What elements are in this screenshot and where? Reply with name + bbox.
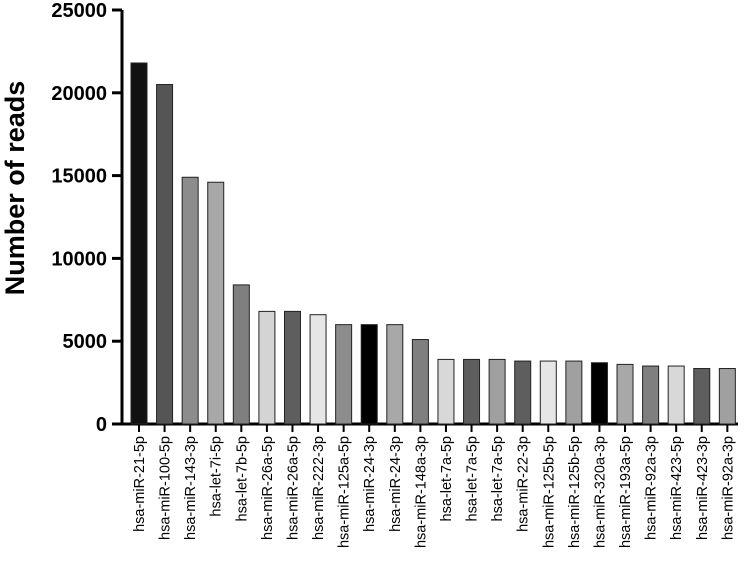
bar xyxy=(156,84,174,425)
bar xyxy=(232,284,250,425)
bar xyxy=(616,363,634,425)
bar xyxy=(565,360,583,425)
x-tick-label: hsa-let-7a-5p xyxy=(490,436,506,521)
bar xyxy=(130,62,148,425)
x-tick-label: hsa-let-7i-5p xyxy=(209,436,225,517)
x-tick-label: hsa-miR-100-5p xyxy=(158,436,174,540)
y-tick-label: 0 xyxy=(96,414,107,436)
x-tick-label: hsa-miR-143-3p xyxy=(183,436,199,540)
x-tick-label: hsa-let-7a-5p xyxy=(465,436,481,521)
y-tick-label: 25000 xyxy=(51,0,107,22)
bar xyxy=(411,339,429,425)
bar xyxy=(590,362,608,425)
x-tick-label: hsa-miR-24-3p xyxy=(388,436,404,532)
x-tick-label: hsa-miR-193a-5p xyxy=(618,436,634,548)
x-tick-label: hsa-miR-125a-5p xyxy=(337,436,353,548)
bar xyxy=(539,360,557,425)
x-tick-label: hsa-miR-22-3p xyxy=(516,436,532,532)
bar xyxy=(693,368,711,425)
x-tick-label: hsa-miR-423-5p xyxy=(669,436,685,540)
y-axis: 0 5000 10000 15000 20000 25000 xyxy=(51,0,124,436)
x-tick-label: hsa-miR-423-3p xyxy=(695,436,711,540)
bar xyxy=(514,360,532,425)
x-tick-label: hsa-miR-320a-3p xyxy=(592,436,608,548)
x-tick-labels: hsa-miR-21-5p hsa-miR-100-5p hsa-miR-143-3… xyxy=(132,436,736,548)
y-tick-label: 20000 xyxy=(51,83,107,105)
bar xyxy=(360,324,378,425)
x-tick-label: hsa-let-7b-5p xyxy=(234,436,250,521)
x-axis xyxy=(120,422,738,432)
y-tick-label: 5000 xyxy=(63,331,108,353)
x-tick-label: hsa-miR-222-3p xyxy=(311,436,327,540)
bar xyxy=(463,358,481,425)
x-tick-label: hsa-miR-26a-5p xyxy=(260,436,276,540)
y-axis-label: Number of reads xyxy=(0,81,30,296)
x-tick-label: hsa-miR-92a-3p xyxy=(644,436,660,540)
bar xyxy=(718,368,736,425)
x-tick-label: hsa-miR-148a-3p xyxy=(413,436,429,548)
x-tick-label: hsa-miR-24-3p xyxy=(362,436,378,532)
x-tick-label: hsa-miR-21-5p xyxy=(132,436,148,532)
bar xyxy=(437,358,455,425)
bar xyxy=(181,176,199,425)
bar xyxy=(642,365,660,425)
bar xyxy=(667,365,685,425)
bar xyxy=(335,324,353,425)
bar xyxy=(488,358,506,425)
bar xyxy=(309,314,327,425)
y-tick-label: 15000 xyxy=(51,166,107,188)
bar-series xyxy=(130,62,736,425)
bar xyxy=(258,310,276,425)
x-tick-label: hsa-miR-92a-3p xyxy=(720,436,736,540)
bar xyxy=(283,310,301,425)
x-tick-label: hsa-let-7a-5p xyxy=(439,436,455,521)
x-tick-label: hsa-miR-125b-5p xyxy=(567,436,583,548)
x-tick-label: hsa-miR-125b-5p xyxy=(541,436,557,548)
bar xyxy=(207,181,225,425)
bar xyxy=(386,324,404,425)
x-tick-label: hsa-miR-26a-5p xyxy=(285,436,301,540)
y-tick-label: 10000 xyxy=(51,248,107,270)
